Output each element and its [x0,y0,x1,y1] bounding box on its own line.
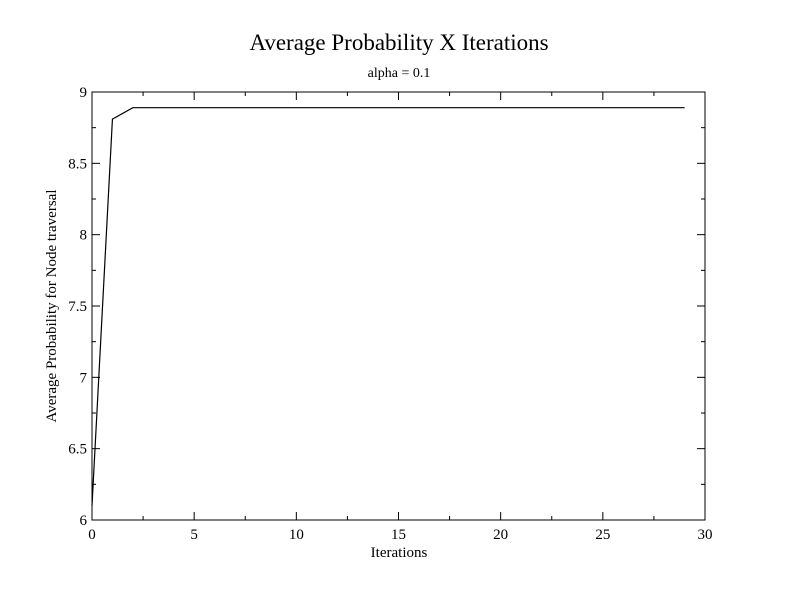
y-tick-label: 7.5 [68,299,87,315]
x-tick-label: 15 [391,527,406,543]
x-axis-label: Iterations [371,545,428,561]
x-tick-label: 5 [190,527,198,543]
x-tick-label: 25 [595,527,610,543]
x-tick-label: 30 [698,527,713,543]
y-tick-label: 6.5 [68,442,87,458]
x-tick-label: 0 [88,527,96,543]
series-line-0 [91,107,685,506]
y-tick-label: 8.5 [68,156,87,172]
y-axis-label: Average Probability for Node traversal [44,190,60,423]
y-tick-label: 6 [80,513,88,529]
y-tick-label: 8 [80,228,88,244]
x-tick-label: 20 [493,527,508,543]
chart-title: Average Probability X Iterations [249,30,548,55]
x-tick-label: 10 [289,527,304,543]
chart-subtitle: alpha = 0.1 [368,66,431,81]
y-tick-label: 7 [80,370,88,386]
y-tick-label: 9 [80,85,88,101]
plot-frame [91,91,706,521]
